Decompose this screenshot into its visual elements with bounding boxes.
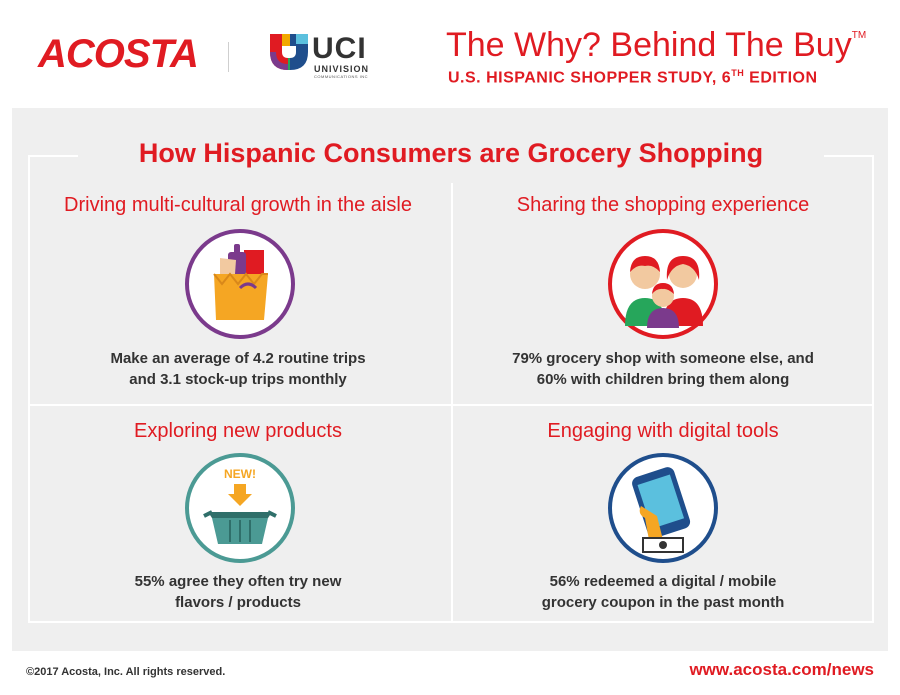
study-subtitle-sup: TH — [731, 68, 745, 78]
vertical-divider — [451, 183, 453, 623]
trademark-mark: TM — [851, 30, 867, 41]
main-title: How Hispanic Consumers are Grocery Shopp… — [78, 138, 824, 169]
header: ACOSTA UCI UNIVISION COMMUNICATIONS INC … — [0, 0, 900, 108]
family-icon — [608, 229, 718, 339]
mobile-coupon-icon — [608, 453, 718, 563]
quadrant-text-aisle-growth: Make an average of 4.2 routine trips and… — [28, 348, 448, 390]
quadrant-text-line: 56% redeemed a digital / mobile — [549, 573, 777, 590]
quadrant-text-line: 60% with children bring them along — [536, 371, 790, 388]
uci-wordmark: UCI — [312, 32, 367, 65]
quadrant-title-digital-tools: Engaging with digital tools — [547, 420, 779, 442]
quadrant-text-line: Make an average of 4.2 routine trips — [110, 350, 366, 367]
grocery-bag-icon — [185, 229, 295, 339]
website-link[interactable]: www.acosta.com/news — [689, 660, 874, 679]
study-title-text: The Why? Behind The Buy — [446, 26, 852, 64]
quadrant-text-digital-tools: 56% redeemed a digital / mobile grocery … — [453, 571, 873, 613]
new-basket-icon: NEW! — [185, 453, 295, 563]
study-title: The Why? Behind The BuyTM — [446, 26, 866, 65]
acosta-logo: ACOSTA — [38, 32, 199, 76]
header-divider — [228, 42, 229, 72]
study-subtitle: U.S. HISPANIC SHOPPER STUDY, 6TH EDITION — [448, 68, 818, 87]
copyright-text: ©2017 Acosta, Inc. All rights reserved. — [26, 666, 226, 678]
quadrant-text-new-products: 55% agree they often try new flavors / p… — [28, 571, 448, 613]
quadrant-title-new-products: Exploring new products — [134, 420, 342, 442]
quadrant-text-line: and 3.1 stock-up trips monthly — [129, 371, 347, 388]
quadrant-title-sharing: Sharing the shopping experience — [516, 194, 810, 216]
univision-wordmark: UNIVISION — [314, 64, 370, 74]
quadrant-text-line: flavors / products — [175, 594, 301, 611]
quadrant-text-line: 55% agree they often try new — [134, 573, 342, 590]
univision-mark-icon — [270, 34, 308, 70]
quadrant-text-line: 79% grocery shop with someone else, and — [512, 350, 814, 367]
content-panel — [12, 108, 888, 651]
univision-tagline: COMMUNICATIONS INC — [314, 74, 369, 79]
quadrant-title-aisle-growth: Driving multi-cultural growth in the ais… — [64, 194, 412, 216]
horizontal-divider — [28, 404, 874, 406]
quadrant-text-line: grocery coupon in the past month — [541, 594, 785, 611]
study-subtitle-pre: U.S. HISPANIC SHOPPER STUDY, 6 — [448, 69, 732, 87]
uci-logo: UCI UNIVISION COMMUNICATIONS INC — [268, 30, 418, 80]
new-label: NEW! — [224, 467, 256, 481]
quadrant-text-sharing: 79% grocery shop with someone else, and … — [453, 348, 873, 390]
study-subtitle-post: EDITION — [744, 69, 818, 87]
